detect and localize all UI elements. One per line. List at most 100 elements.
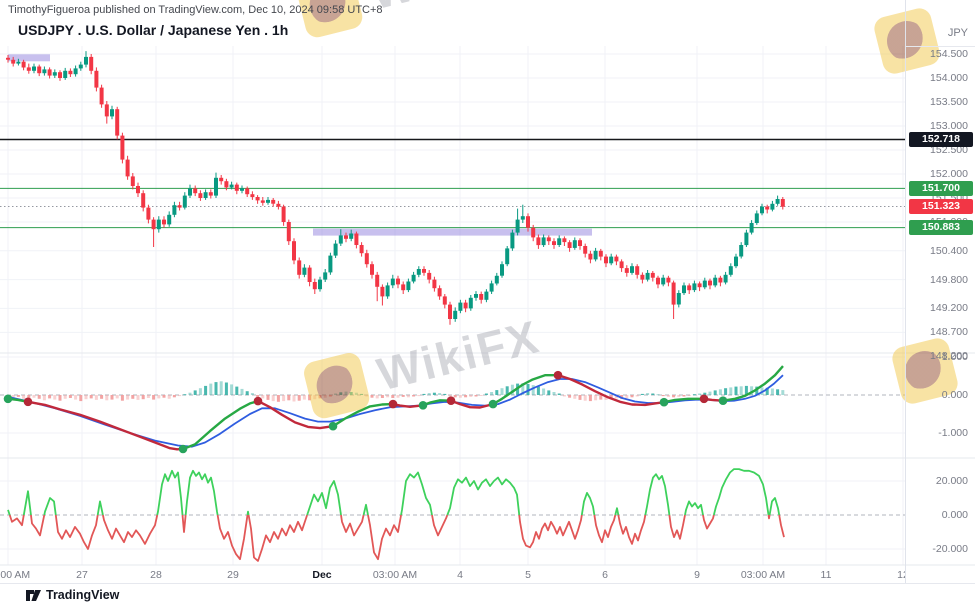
candle-body bbox=[765, 206, 770, 210]
macd-histogram-bar bbox=[16, 395, 20, 397]
macd-histogram-bar bbox=[718, 389, 722, 395]
macd-histogram-bar bbox=[500, 388, 504, 395]
macd-histogram-bar bbox=[89, 395, 93, 399]
time-axis-label: 28 bbox=[150, 569, 162, 581]
candle-body bbox=[448, 304, 452, 319]
candle-body bbox=[214, 177, 218, 196]
macd-histogram-bar bbox=[219, 381, 223, 395]
oscillator-segment bbox=[184, 469, 219, 516]
candle-body bbox=[73, 68, 78, 75]
price-axis[interactable]: JPY 154.500 154.000 153.500 153.000 152.500 1… bbox=[905, 0, 975, 583]
highlight-zone bbox=[313, 228, 592, 236]
tradingview-logo[interactable]: TradingView bbox=[26, 588, 119, 602]
macd-histogram-bar bbox=[505, 386, 509, 395]
publish-byline: TimothyFigueroa published on TradingView… bbox=[8, 4, 383, 16]
macd-histogram-bar bbox=[42, 395, 46, 401]
macd-cross-dot bbox=[3, 394, 13, 404]
price-axis-label: 153.000 bbox=[930, 120, 968, 132]
macd-histogram-bar bbox=[146, 395, 150, 398]
candle-body bbox=[619, 261, 624, 269]
macd-histogram-bar bbox=[744, 385, 748, 395]
candle-body bbox=[16, 61, 21, 64]
candle-body bbox=[390, 278, 395, 286]
macd-signal-segment bbox=[722, 365, 784, 402]
oscillator-segment bbox=[216, 514, 249, 561]
macd-histogram-bar bbox=[365, 395, 369, 397]
macd-histogram-bar bbox=[386, 395, 390, 398]
macd-histogram-bar bbox=[578, 395, 582, 400]
candle-body bbox=[6, 57, 10, 60]
macd-histogram-bar bbox=[235, 386, 239, 395]
macd-cross-dot bbox=[23, 397, 33, 407]
macd-histogram-bar bbox=[32, 395, 36, 398]
macd-histogram-bar bbox=[193, 390, 197, 395]
macd-histogram-bar bbox=[141, 395, 145, 400]
oscillator-segment bbox=[580, 491, 596, 516]
price-axis-label: 152.000 bbox=[930, 168, 968, 180]
oscillator-segment bbox=[767, 514, 771, 520]
oscillator-segment bbox=[644, 473, 671, 516]
candle-body bbox=[624, 268, 629, 273]
macd-histogram-bar bbox=[521, 383, 525, 395]
macd-histogram-bar bbox=[781, 390, 785, 395]
candle-body bbox=[99, 87, 104, 105]
macd-histogram-bar bbox=[250, 393, 254, 395]
currency-label: JPY bbox=[947, 27, 968, 39]
macd-histogram-bar bbox=[287, 395, 291, 401]
macd-signal-segment bbox=[557, 374, 665, 407]
candle-body bbox=[692, 283, 697, 291]
candle-body bbox=[47, 69, 52, 76]
candle-body bbox=[671, 282, 676, 305]
candle-body bbox=[598, 250, 603, 257]
macd-histogram-bar bbox=[588, 395, 592, 402]
candle-body bbox=[110, 109, 114, 117]
candle-body bbox=[125, 159, 130, 177]
price-axis-label: 150.400 bbox=[930, 244, 968, 257]
price-badge: 151.323 bbox=[909, 198, 973, 214]
candle-body bbox=[520, 216, 525, 220]
candle-body bbox=[682, 285, 686, 294]
macd-histogram-bar bbox=[136, 395, 140, 400]
oscillator-segment bbox=[22, 490, 32, 516]
macd-cross-dot bbox=[718, 396, 728, 406]
oscillator-segment bbox=[306, 480, 342, 516]
oscillator-segment bbox=[7, 509, 11, 516]
candle-body bbox=[78, 64, 83, 69]
macd-signal-segment bbox=[663, 397, 704, 404]
macd-histogram-bar bbox=[131, 395, 135, 399]
candle-body bbox=[104, 104, 109, 117]
candle-body bbox=[552, 241, 556, 245]
macd-histogram-bar bbox=[479, 395, 483, 396]
candle-body bbox=[255, 197, 260, 201]
macd-histogram-bar bbox=[464, 395, 468, 398]
macd-histogram-bar bbox=[48, 395, 52, 399]
macd-histogram-bar bbox=[646, 393, 650, 395]
macd-histogram-bar bbox=[198, 388, 202, 395]
time-axis[interactable]: 03:00 AM 27 28 29 Dec 03:00 AM 4 5 6 9 03:00 AM 11 1… bbox=[0, 565, 905, 583]
oscillator-segment bbox=[102, 514, 159, 545]
candle-body bbox=[276, 203, 281, 207]
candle-body bbox=[224, 181, 229, 188]
candle-body bbox=[68, 70, 73, 75]
candle-body bbox=[344, 235, 348, 239]
candle-body bbox=[94, 70, 99, 88]
macd-histogram-bar bbox=[380, 395, 384, 398]
oscillator-segment bbox=[778, 514, 785, 538]
macd-histogram-bar bbox=[583, 395, 587, 401]
oscillator-segment bbox=[156, 469, 184, 516]
candle-body bbox=[354, 233, 359, 245]
macd-histogram-bar bbox=[490, 392, 494, 395]
time-axis-label: 6 bbox=[602, 569, 608, 581]
candle-body bbox=[333, 243, 338, 256]
time-axis-label: 12 bbox=[897, 569, 905, 581]
price-badge: 151.700 bbox=[909, 180, 973, 196]
macd-histogram-bar bbox=[672, 395, 676, 398]
macd-histogram-bar bbox=[692, 394, 696, 396]
candle-body bbox=[567, 242, 572, 248]
macd-histogram-bar bbox=[282, 395, 286, 402]
candle-body bbox=[718, 277, 723, 283]
time-axis-label: 11 bbox=[820, 569, 832, 581]
macd-cross-dot bbox=[253, 396, 263, 406]
